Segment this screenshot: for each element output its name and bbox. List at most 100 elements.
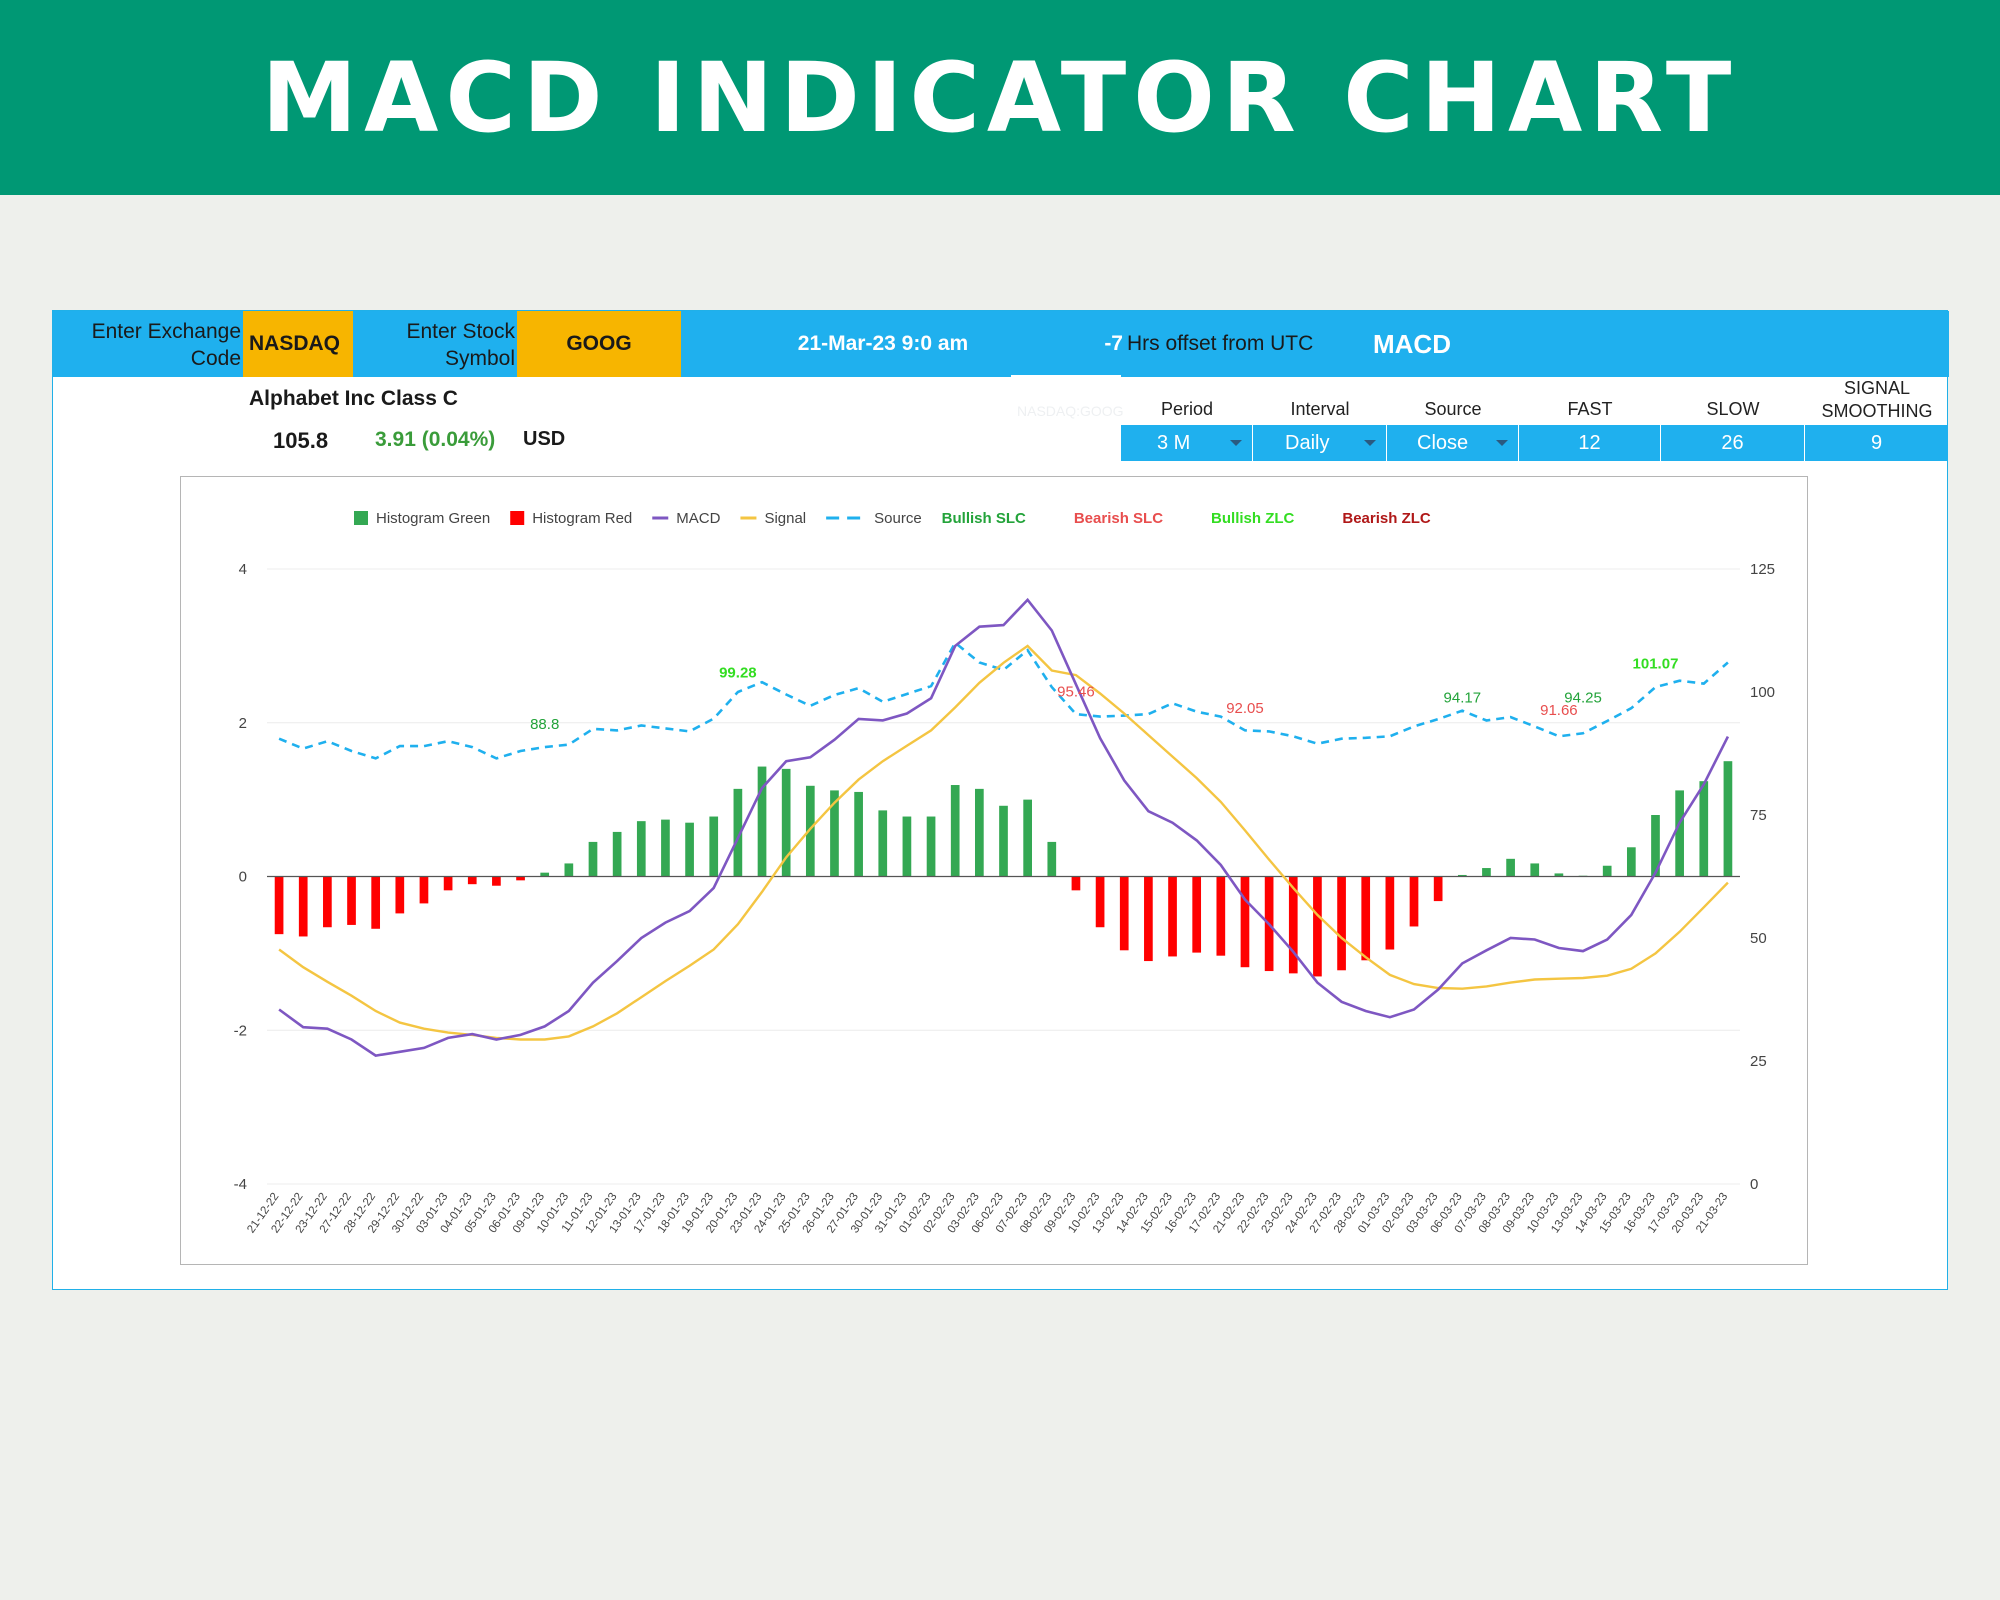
histogram-green-bar: [854, 791, 863, 877]
period-dropdown-icon[interactable]: [1230, 440, 1242, 446]
legend-label: Source: [874, 510, 922, 527]
source-value: Close: [1417, 432, 1469, 454]
histogram-green-bar: [1602, 865, 1612, 877]
histogram-red-bar: [298, 876, 308, 937]
spreadsheet-panel: Enter Exchange Code NASDAQ Enter Stock S…: [52, 310, 1949, 1290]
histogram-red-bar: [1409, 876, 1419, 927]
interval-select[interactable]: Daily: [1253, 425, 1387, 461]
histogram-green-bar: [1023, 799, 1032, 877]
period-select[interactable]: 3 M: [1121, 425, 1253, 461]
histogram-green-bar: [830, 790, 839, 877]
y-right-tick-label: 50: [1750, 930, 1767, 947]
symbol-label: Enter Stock Symbol: [406, 320, 515, 370]
histogram-red-bar: [1385, 876, 1395, 950]
histogram-green-bar: [540, 872, 550, 877]
histogram-green-bar: [1651, 815, 1660, 877]
histogram-green-bar: [709, 816, 719, 877]
legend-label: MACD: [676, 510, 720, 527]
fast-input[interactable]: 12: [1519, 425, 1661, 461]
y-right-tick-label: 0: [1750, 1176, 1758, 1193]
histogram-red-bar: [467, 876, 477, 885]
y-left-tick-label: -2: [234, 1022, 247, 1039]
period-value: 3 M: [1157, 432, 1191, 454]
histogram-red-bar: [1433, 876, 1443, 902]
y-right-tick-label: 100: [1750, 684, 1775, 701]
y-left-tick-label: 2: [239, 715, 247, 732]
legend-swatch: [354, 511, 368, 525]
source-annotation: 94.25: [1564, 689, 1602, 706]
exchange-input[interactable]: NASDAQ: [243, 311, 353, 377]
exchange-label: Enter Exchange Code: [91, 320, 241, 370]
y-right-tick-label: 25: [1750, 1053, 1767, 1070]
title-banner: MACD INDICATOR CHART: [0, 0, 2000, 195]
histogram-green-bar: [878, 810, 888, 877]
legend-label: Signal: [764, 510, 806, 527]
interval-value: Daily: [1285, 432, 1330, 454]
y-left-tick-label: 0: [239, 869, 247, 886]
histogram-green-bar: [805, 785, 815, 877]
histogram-green-bar: [1699, 781, 1709, 877]
symbol-input[interactable]: GOOG: [517, 311, 681, 377]
macd-chart: -4 -2 0 2 4 0 25 50 75 100 125 88.8 99.28 95.46 92.05 9…: [180, 476, 1808, 1265]
signal-smoothing-input[interactable]: 9: [1805, 425, 1948, 461]
histogram-green-bar: [1482, 868, 1491, 877]
signal-smoothing-label: SIGNAL SMOOTHING: [1805, 377, 1949, 423]
histogram-green-bar: [781, 768, 791, 877]
histogram-red-bar: [516, 876, 525, 881]
histogram-green-bar: [1723, 761, 1733, 877]
histogram-red-bar: [347, 876, 356, 925]
y-left-tick-label: -4: [234, 1176, 247, 1193]
histogram-red-bar: [1168, 876, 1177, 957]
source-annotation: 99.28: [719, 665, 757, 682]
histogram-green-bar: [612, 831, 622, 877]
bar-notch: [1011, 375, 1121, 378]
histogram-green-bar: [902, 816, 912, 877]
histogram-red-bar: [1192, 876, 1202, 953]
source-select[interactable]: Close: [1387, 425, 1519, 461]
legend-label: Bearish SLC: [1074, 510, 1163, 527]
histogram-red-bar: [1095, 876, 1105, 928]
interval-label: Interval: [1290, 399, 1350, 419]
histogram-red-bar: [274, 876, 284, 935]
legend-label: Bullish ZLC: [1211, 510, 1294, 527]
histogram-green-bar: [1047, 841, 1057, 877]
interval-dropdown-icon[interactable]: [1364, 440, 1376, 446]
y-left-tick-label: 4: [239, 561, 247, 578]
source-dropdown-icon[interactable]: [1496, 440, 1508, 446]
stock-name: Alphabet Inc Class C: [249, 387, 458, 410]
histogram-green-bar: [685, 822, 694, 877]
source-annotation: 94.17: [1444, 690, 1482, 707]
source-annotation: 91.66: [1540, 702, 1578, 719]
histogram-green-bar: [1457, 874, 1467, 877]
source-annotation: 92.05: [1226, 700, 1264, 717]
signal-label-line2: SMOOTHING: [1821, 401, 1933, 421]
source-line: [278, 640, 1729, 760]
datetime-display: 21-Mar-23 9:0 am: [797, 332, 969, 355]
histogram-green-bar: [733, 788, 743, 877]
macd-line: [278, 597, 1730, 1057]
histogram-red-bar: [492, 876, 501, 886]
macd-chart-svg: -4 -2 0 2 4 0 25 50 75 100 125 88.8 99.28 95.46 92.05 9…: [234, 510, 1775, 1235]
histogram-green-bar: [999, 805, 1008, 877]
histogram-green-bar: [564, 863, 574, 877]
slow-input[interactable]: 26: [1661, 425, 1805, 461]
histogram-red-bar: [395, 876, 405, 914]
source-label: Source: [1424, 399, 1482, 419]
legend-label: Bearish ZLC: [1342, 510, 1431, 527]
histogram-red-bar: [443, 876, 453, 891]
utc-offset-label: Hrs offset from UTC: [1127, 332, 1314, 355]
histogram-red-bar: [1240, 876, 1250, 968]
utc-offset-input[interactable]: -7: [1104, 332, 1123, 355]
stock-change: 3.91 (0.04%): [375, 428, 496, 451]
source-annotation: 95.46: [1057, 683, 1095, 700]
legend-label: Histogram Red: [532, 510, 632, 527]
histogram-red-bar: [1216, 876, 1226, 956]
histogram-green-bar: [1675, 790, 1684, 877]
histogram-green-bar: [950, 785, 960, 877]
histogram-green-bar: [1626, 847, 1636, 877]
fast-label: FAST: [1567, 399, 1613, 419]
histogram-red-bar: [419, 876, 429, 904]
histogram-green-bar: [757, 766, 767, 877]
faint-ticker: NASDAQ:GOOG: [1017, 403, 1124, 419]
histogram-red-bar: [1288, 876, 1298, 974]
